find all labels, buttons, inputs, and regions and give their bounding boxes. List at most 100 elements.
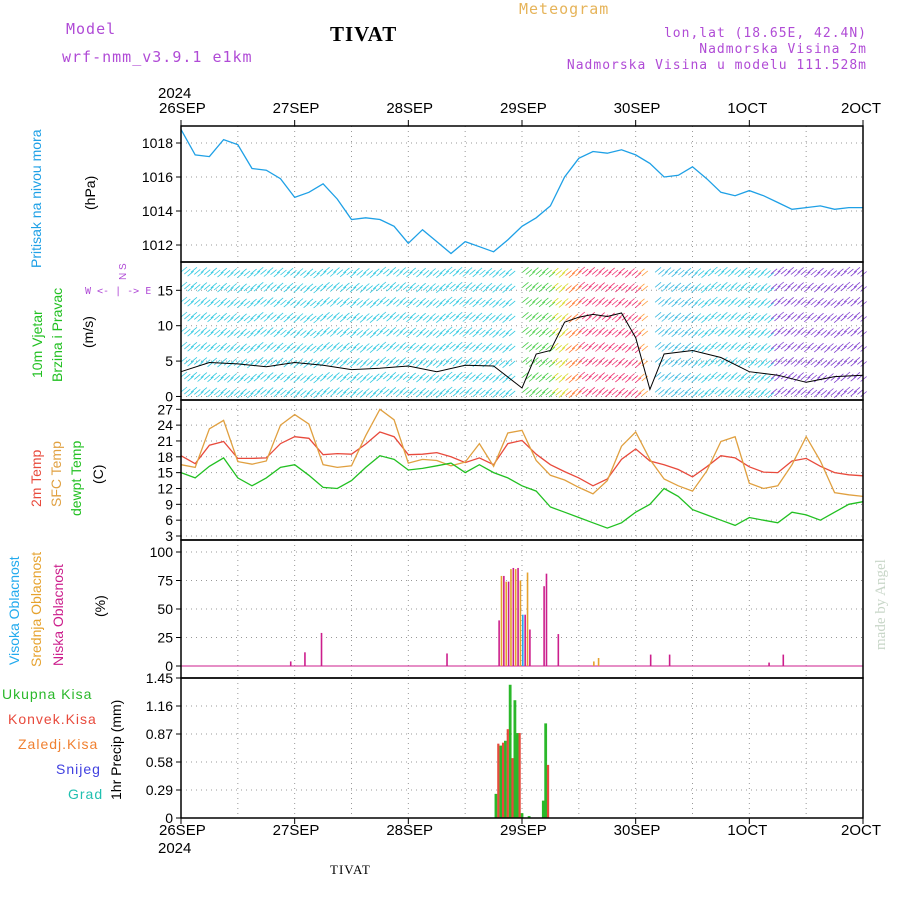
wind-barb (525, 374, 533, 380)
wind-barb (343, 267, 350, 274)
wind-barb (800, 284, 808, 291)
wind-barb (485, 267, 493, 274)
wind-barb (353, 327, 360, 334)
wind-barb (449, 268, 456, 275)
wind-barb (697, 345, 705, 351)
wind-barb (356, 284, 363, 291)
wind-barb (820, 374, 828, 381)
wind-barb (542, 342, 549, 349)
wind-barb (426, 287, 433, 293)
wind-barb (508, 330, 516, 337)
wind-barb (860, 376, 867, 382)
wind-barb (203, 344, 211, 351)
wind-barb (578, 371, 586, 378)
wind-barb (833, 317, 841, 324)
wind-barb (455, 341, 463, 348)
wind-barb (280, 374, 287, 381)
wind-barb (601, 269, 609, 276)
wind-barb (203, 329, 211, 336)
y-tick-label: 0.58 (146, 754, 173, 770)
wind-barb (840, 270, 847, 277)
wind-barb (595, 271, 602, 277)
wind-barb (624, 287, 632, 293)
wind-barb (532, 342, 539, 348)
total-precip-bar (499, 745, 503, 818)
wind-barb (850, 390, 857, 397)
wind-barb (615, 376, 622, 383)
wind-barb (711, 266, 718, 273)
wind-barb (329, 391, 337, 397)
wind-barb (180, 386, 188, 393)
panel-frame-wind (180, 261, 864, 401)
wind-barb (727, 346, 735, 352)
wind-barb (578, 311, 586, 318)
wind-barb (386, 345, 393, 352)
wind-barb (382, 358, 390, 365)
wind-barb (499, 390, 506, 396)
wind-barb (412, 374, 420, 381)
wind-barb (770, 298, 778, 305)
wind-barb (843, 386, 851, 393)
wind-barb (634, 287, 642, 294)
wind-barb (203, 314, 211, 321)
wind-barb (608, 357, 615, 364)
wind-barb (432, 345, 440, 351)
low-cloud-bar (668, 654, 671, 666)
wind-barb (256, 311, 264, 318)
legend-freezing-rain: Zaledj.Kisa (18, 736, 99, 752)
wind-barb (263, 331, 271, 337)
wind-barb (459, 359, 466, 365)
wind-barb (293, 287, 300, 293)
wind-barb (658, 389, 665, 395)
wind-barb (757, 362, 765, 368)
wind-barb (542, 267, 549, 274)
wind-barb (621, 374, 629, 381)
wind-barb (787, 281, 794, 288)
wind-barb (661, 391, 668, 397)
wind-barb (552, 372, 559, 379)
low-cloud-bar (543, 586, 545, 666)
wind-barb (472, 331, 480, 338)
wind-barb (797, 297, 804, 303)
wind-barb (505, 343, 513, 350)
wind-barb (674, 342, 682, 349)
wind-barb (678, 374, 685, 381)
wind-barb (233, 345, 241, 351)
wind-barb (545, 299, 552, 306)
wind-barb (764, 375, 771, 381)
wind-barb (664, 327, 672, 333)
wind-barb (827, 313, 834, 319)
wind-barb (840, 330, 847, 337)
wind-barb (737, 316, 745, 323)
wind-barb (426, 347, 433, 353)
wind-barb (764, 270, 771, 276)
y-tick-label: 50 (157, 601, 173, 617)
wind-barb (721, 311, 728, 318)
wind-barb (286, 267, 294, 274)
wind-barb (631, 360, 639, 366)
wind-barb (591, 299, 599, 305)
wind-barb (535, 374, 542, 381)
wind-title-1: 10m Vjetar (29, 310, 45, 378)
wind-barb (661, 361, 668, 367)
wind-barb (230, 268, 237, 274)
wind-barb (369, 287, 377, 294)
wind-barb (213, 344, 221, 351)
wind-barb (419, 387, 426, 394)
wind-barb (472, 316, 480, 323)
wind-barb (392, 374, 400, 380)
wind-barb (618, 327, 625, 334)
wind-barb (694, 328, 702, 334)
wind-barb (681, 316, 688, 323)
wind-barb (558, 377, 566, 383)
wind-barb (800, 329, 808, 336)
wind-barb (389, 296, 397, 303)
wind-barb (707, 345, 715, 352)
wind-barb (827, 298, 834, 304)
cloud-title-2: Srednja Oblacnost (28, 551, 44, 667)
total-precip-bar (527, 816, 531, 818)
wind-barb (538, 301, 546, 308)
wind-barb (707, 330, 715, 337)
wind-barb (445, 266, 453, 273)
wind-barb (711, 371, 718, 378)
